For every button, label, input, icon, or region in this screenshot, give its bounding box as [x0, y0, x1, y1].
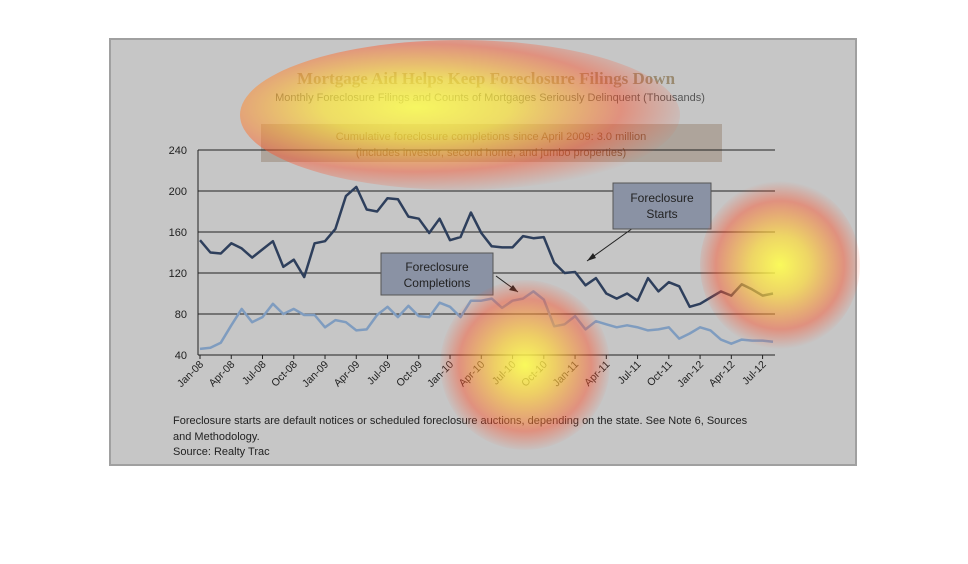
x-tick-label: Jul-10: [490, 359, 519, 388]
x-tick-label: Jan-09: [300, 359, 331, 390]
x-tick-label: Oct-09: [394, 359, 425, 390]
y-tick-labels: 240 200 160 120 80 40: [169, 145, 187, 362]
x-tick-label: Oct-10: [519, 359, 550, 390]
series-line-foreclosure-starts: [199, 185, 774, 309]
x-tick-labels: Jan-08 Apr-08 Jul-08 Oct-08 Jan-09 Apr-09 Jul-…: [175, 355, 769, 390]
footnote-line-2: and Methodology.: [173, 431, 260, 443]
y-tick-label: 160: [169, 227, 187, 239]
source-note: Source: Realty Trac: [173, 446, 270, 458]
x-tick-label: Jan-10: [425, 359, 456, 390]
x-tick-label: Jan-08: [175, 359, 206, 390]
y-tick-label: 240: [169, 145, 187, 157]
x-tick-label: Oct-11: [645, 359, 675, 389]
starts-arrowhead: [587, 253, 596, 261]
annotation-line-2: (includes investor, second home, and jum…: [356, 147, 626, 159]
chart-subtitle: Monthly Foreclosure Filings and Counts o…: [275, 92, 705, 104]
x-tick-label: Apr-12: [707, 359, 738, 390]
x-tick-label: Oct-08: [269, 359, 300, 390]
x-tick-label: Apr-09: [332, 359, 363, 390]
starts-callout-pointer: [586, 227, 634, 262]
x-tick-label: Jan-12: [675, 359, 706, 390]
foreclosure-chart: Mortgage Aid Helps Keep Foreclosure Fili…: [169, 69, 775, 458]
footnote-line-1: Foreclosure starts are default notices o…: [173, 415, 748, 427]
x-tick-label: Jul-12: [740, 359, 769, 388]
y-tick-label: 40: [175, 350, 187, 362]
completions-callout-line-1: Foreclosure: [405, 260, 469, 274]
chart-panel: Mortgage Aid Helps Keep Foreclosure Fili…: [109, 38, 857, 466]
x-tick-label: Jul-11: [616, 359, 644, 387]
completions-callout-line-2: Completions: [404, 276, 471, 290]
starts-callout-line-2: Starts: [646, 207, 677, 221]
y-tick-label: 80: [175, 309, 187, 321]
chart-title: Mortgage Aid Helps Keep Foreclosure Fili…: [297, 69, 676, 88]
y-tick-label: 200: [169, 186, 187, 198]
x-tick-label: Jan-11: [551, 359, 582, 390]
x-tick-label: Apr-10: [457, 359, 488, 390]
x-tick-label: Jul-09: [365, 359, 394, 388]
starts-callout-box: [612, 182, 712, 230]
x-tick-label: Jul-08: [240, 359, 269, 388]
x-tick-label: Apr-11: [582, 359, 612, 389]
y-tick-label: 120: [169, 268, 187, 280]
annotation-line-1: Cumulative foreclosure completions since…: [336, 131, 647, 143]
x-tick-label: Apr-08: [207, 359, 238, 390]
starts-callout-line-1: Foreclosure: [630, 191, 694, 205]
